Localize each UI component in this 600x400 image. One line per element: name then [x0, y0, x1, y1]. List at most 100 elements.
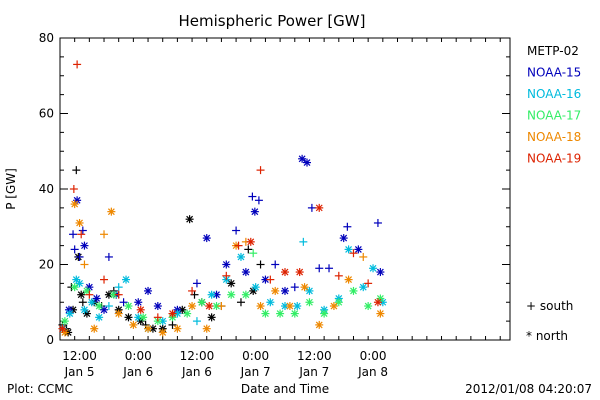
x-tick-time: 0:00	[360, 349, 387, 363]
data-point-north	[339, 234, 348, 243]
data-point-south	[249, 249, 258, 258]
data-point-north	[281, 286, 289, 295]
x-tick-time: 12:00	[180, 349, 215, 363]
data-point-south	[343, 222, 352, 231]
data-point-south	[266, 275, 275, 284]
legend-entry: NOAA-17	[527, 109, 581, 123]
data-point-north	[236, 252, 245, 261]
data-point-north	[87, 298, 96, 307]
data-point-south	[192, 279, 201, 288]
x-axis-label: Date and Time	[241, 382, 329, 396]
data-point-south	[217, 302, 226, 311]
data-point-north	[246, 237, 255, 246]
data-point-north	[281, 302, 289, 311]
data-point-north	[122, 275, 131, 284]
data-point-south	[153, 313, 162, 322]
marker-legend-entry: * north	[526, 329, 568, 343]
data-point-north	[241, 290, 250, 299]
data-point-north	[100, 305, 109, 314]
data-point-north	[354, 245, 363, 254]
x-tick-time: 12:00	[297, 349, 332, 363]
data-point-north	[202, 324, 211, 333]
data-point-south	[70, 245, 79, 254]
data-point-south	[168, 320, 177, 329]
data-point-north	[251, 283, 260, 292]
marker-legend-entry: + south	[526, 299, 573, 313]
data-point-south	[69, 230, 78, 239]
data-point-north	[153, 302, 162, 311]
data-point-south	[80, 260, 89, 269]
data-point-north	[281, 268, 289, 277]
y-axis: 0 20 40 60 80	[39, 31, 510, 347]
plot-credit: Plot: CCMC	[7, 382, 73, 396]
data-point-north	[334, 298, 343, 307]
data-point-north	[95, 313, 104, 322]
x-tick-time: 12:00	[62, 349, 97, 363]
data-point-south	[73, 60, 82, 69]
y-axis-label: P [GW]	[4, 168, 18, 210]
data-point-south	[188, 286, 197, 295]
data-point-north	[295, 268, 304, 277]
data-point-north	[134, 313, 143, 322]
data-point-north	[185, 215, 194, 224]
data-point-north	[315, 320, 324, 329]
data-point-north	[266, 298, 275, 307]
data-point-south	[307, 203, 316, 212]
data-point-south	[315, 264, 324, 273]
data-point-north	[80, 305, 89, 314]
data-point-north	[303, 158, 312, 167]
legend-entry: NOAA-15	[527, 66, 581, 80]
data-point-north	[373, 298, 382, 307]
y-tick-label: 80	[39, 31, 54, 45]
data-point-north	[124, 302, 133, 311]
data-point-north	[349, 286, 358, 295]
data-point-north	[107, 207, 116, 216]
data-point-north	[222, 260, 231, 269]
data-point-south	[248, 192, 257, 201]
x-axis: 12:00 Jan 5 0:00 Jan 6 12:00 Jan 6 0:00 Jan 7 12…	[59, 38, 501, 379]
data-point-north	[359, 283, 368, 292]
data-point-north	[241, 268, 250, 277]
data-point-south	[232, 226, 241, 235]
data-point-south	[77, 230, 86, 239]
data-point-north	[329, 302, 338, 311]
data-point-north	[197, 298, 206, 307]
data-point-north	[344, 245, 353, 254]
data-point-south	[72, 166, 81, 175]
data-point-north	[77, 290, 86, 299]
data-point-north	[90, 324, 99, 333]
x-tick-time: 0:00	[125, 349, 152, 363]
data-point-north	[134, 298, 143, 307]
data-point-south	[256, 260, 265, 269]
data-point-north	[92, 294, 101, 303]
data-point-north	[271, 286, 280, 295]
data-point-north	[290, 309, 299, 318]
data-point-north	[344, 275, 353, 284]
timestamp: 2012/01/08 04:20:07	[465, 382, 592, 396]
y-tick-label: 20	[39, 258, 54, 272]
data-point-north	[60, 317, 69, 326]
data-point-south	[236, 298, 245, 307]
data-point-north	[293, 302, 302, 311]
data-point-north	[285, 302, 294, 311]
x-tick-date: Jan 8	[357, 365, 388, 379]
data-point-south	[256, 166, 265, 175]
data-point-south	[299, 237, 308, 246]
data-point-north	[276, 309, 285, 318]
x-tick-date: Jan 6	[181, 365, 212, 379]
data-point-south	[349, 249, 358, 258]
data-point-north	[178, 305, 187, 314]
data-point-north	[320, 309, 329, 318]
data-point-south	[69, 185, 78, 193]
data-point-north	[202, 234, 211, 243]
data-point-north	[207, 313, 216, 322]
x-tick-date: Jan 7	[298, 365, 329, 379]
data-point-north	[227, 279, 236, 288]
data-point-north	[173, 309, 182, 318]
data-point-north	[256, 302, 265, 311]
data-point-south	[244, 245, 253, 254]
y-tick-label: 40	[39, 182, 54, 196]
data-point-north	[261, 275, 270, 284]
data-point-north	[65, 309, 74, 318]
data-point-north	[136, 305, 145, 314]
